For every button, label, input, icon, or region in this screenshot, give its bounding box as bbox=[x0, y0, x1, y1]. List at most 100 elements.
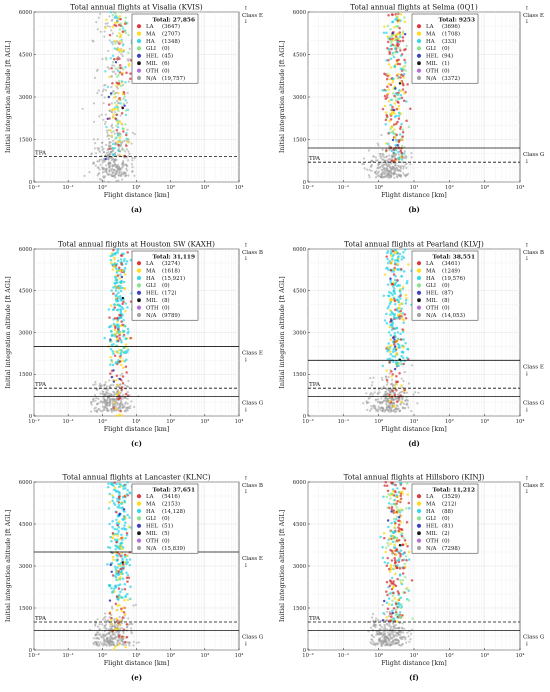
scatter-point bbox=[110, 151, 113, 154]
scatter-point bbox=[115, 323, 119, 327]
scatter-point bbox=[116, 619, 119, 622]
scatter-point bbox=[403, 174, 406, 177]
scatter-point bbox=[125, 163, 128, 166]
scatter-point bbox=[122, 632, 125, 635]
legend-series-name: N/A bbox=[146, 546, 157, 552]
scatter-point bbox=[392, 33, 396, 37]
x-tick-label: 10⁻² bbox=[28, 653, 39, 659]
scatter-point bbox=[394, 349, 397, 353]
scatter-point bbox=[119, 627, 122, 630]
scatter-point bbox=[95, 21, 98, 24]
scatter-point bbox=[397, 509, 400, 513]
legend-series-name: MA bbox=[426, 31, 436, 37]
scatter-point bbox=[100, 113, 103, 116]
scatter-point bbox=[391, 43, 394, 46]
scatter-point bbox=[123, 104, 126, 107]
scatter-point bbox=[397, 306, 401, 310]
scatter-point bbox=[108, 546, 112, 549]
scatter-point bbox=[377, 388, 381, 391]
y-axis-label: Initial integration altitude [ft AGL] bbox=[278, 276, 286, 388]
scatter-point bbox=[109, 356, 112, 359]
scatter-point bbox=[123, 495, 127, 498]
scatter-point bbox=[113, 623, 116, 627]
x-tick-label: 10⁴ bbox=[235, 185, 244, 191]
legend-marker bbox=[136, 31, 142, 36]
scatter-point bbox=[122, 508, 126, 511]
scatter-point bbox=[377, 633, 381, 636]
scatter-point bbox=[402, 345, 405, 349]
scatter-point bbox=[404, 293, 408, 297]
scatter-point bbox=[120, 320, 123, 323]
scatter-point bbox=[120, 279, 124, 283]
scatter-point bbox=[380, 644, 383, 647]
scatter-point bbox=[386, 607, 390, 611]
scatter-point bbox=[396, 263, 400, 266]
scatter-point bbox=[107, 163, 110, 166]
scatter-point bbox=[119, 22, 123, 25]
scatter-point bbox=[105, 164, 108, 167]
scatter-point bbox=[110, 539, 113, 543]
scatter-point bbox=[125, 576, 129, 580]
scatter-point bbox=[399, 400, 403, 404]
scatter-point bbox=[120, 388, 123, 392]
scatter-point bbox=[123, 384, 126, 387]
scatter-point bbox=[113, 153, 116, 157]
legend-series-name: GLI bbox=[146, 46, 156, 52]
scatter-point bbox=[391, 540, 395, 544]
scatter-point bbox=[400, 258, 403, 261]
scatter-point bbox=[95, 410, 98, 413]
scatter-point bbox=[118, 63, 122, 67]
chart-title: Total annual flights at Lancaster (KLNC) bbox=[62, 473, 210, 482]
scatter-point bbox=[116, 57, 119, 61]
scatter-point bbox=[121, 178, 124, 181]
legend-total: Total: 27,856 bbox=[153, 18, 196, 24]
scatter-point bbox=[404, 399, 407, 402]
scatter-point bbox=[105, 171, 108, 174]
class-label: Class E↓ bbox=[242, 350, 263, 363]
scatter-point bbox=[393, 340, 396, 344]
scatter-point bbox=[385, 400, 388, 403]
scatter-point bbox=[117, 143, 120, 147]
scatter-point bbox=[387, 82, 391, 86]
scatter-point bbox=[366, 621, 369, 624]
scatter-point bbox=[118, 491, 121, 495]
scatter-point bbox=[383, 156, 386, 159]
scatter-point bbox=[101, 141, 104, 144]
scatter-point bbox=[375, 617, 378, 620]
scatter-point bbox=[394, 553, 398, 556]
scatter-point bbox=[118, 512, 122, 515]
scatter-point bbox=[95, 152, 98, 155]
scatter-point bbox=[383, 625, 386, 628]
scatter-point bbox=[122, 563, 125, 566]
scatter-point bbox=[388, 584, 392, 588]
scatter-point bbox=[409, 638, 412, 641]
scatter-point bbox=[401, 552, 405, 556]
scatter-point bbox=[128, 641, 131, 645]
scatter-point bbox=[386, 357, 390, 361]
scatter-point bbox=[392, 622, 395, 625]
scatter-point bbox=[396, 32, 400, 36]
scatter-point bbox=[92, 400, 95, 403]
scatter-point bbox=[119, 363, 123, 367]
scatter-point bbox=[106, 24, 109, 27]
scatter-point bbox=[394, 624, 398, 627]
scatter-point bbox=[394, 483, 397, 487]
scatter-point bbox=[126, 598, 130, 602]
scatter-point bbox=[391, 167, 394, 170]
scatter-point bbox=[398, 574, 402, 577]
scatter-point bbox=[392, 151, 396, 154]
legend-series-count: (212) bbox=[442, 500, 457, 507]
scatter-point bbox=[381, 171, 384, 174]
scatter-point bbox=[385, 643, 388, 646]
scatter-point bbox=[108, 628, 111, 631]
scatter-point bbox=[394, 345, 397, 348]
scatter-point bbox=[126, 580, 129, 583]
scatter-point bbox=[115, 558, 118, 561]
scatter-point bbox=[403, 388, 406, 392]
scatter-point bbox=[386, 261, 390, 265]
scatter-point bbox=[366, 168, 369, 171]
scatter-point bbox=[94, 164, 97, 167]
scatter-point bbox=[392, 360, 395, 364]
scatter-point bbox=[396, 72, 400, 76]
